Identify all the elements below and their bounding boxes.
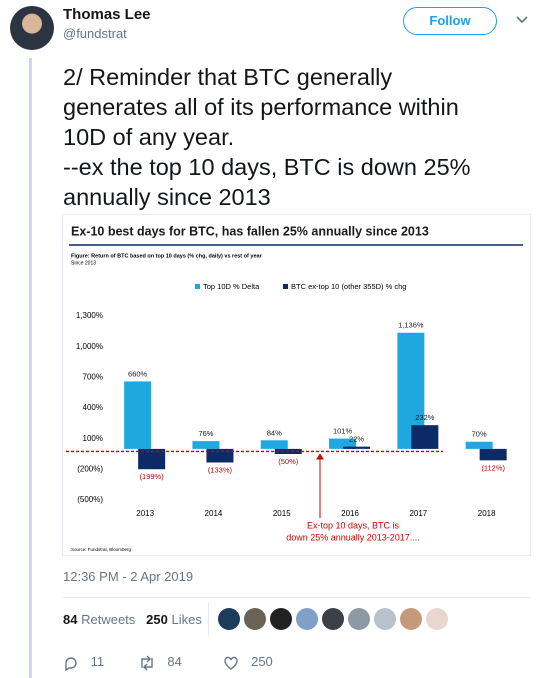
bar: [260, 440, 288, 449]
like-action-count[interactable]: 250: [251, 654, 273, 669]
engagement: 84 Retweets 250 Likes: [63, 612, 202, 627]
liker-avatar[interactable]: [322, 608, 344, 630]
bar: [329, 438, 357, 449]
retweet-icon[interactable]: [138, 655, 156, 671]
liker-avatar[interactable]: [348, 608, 370, 630]
chart-title: Ex-10 best days for BTC, has fallen 25% …: [71, 224, 429, 238]
x-tick-label: 2015: [273, 509, 291, 518]
bar: [479, 448, 507, 461]
retweet-count[interactable]: 84: [63, 612, 78, 627]
divider: [208, 602, 209, 636]
actions: 11 84 250: [63, 654, 273, 671]
thread-line: [29, 58, 32, 678]
chart-note: Since 2013: [71, 260, 96, 266]
liker-avatars: [218, 608, 448, 630]
x-tick-label: 2016: [341, 509, 359, 518]
legend-label: BTC ex-top 10 (other 355D) % chg: [291, 282, 406, 291]
bar: [138, 448, 166, 470]
value-label: (50%): [278, 457, 299, 466]
divider: [63, 597, 530, 598]
chart-source: Source: Fundstrat, Bloomberg: [71, 547, 132, 552]
liker-avatar[interactable]: [374, 608, 396, 630]
liker-avatar[interactable]: [400, 608, 422, 630]
value-label: (133%): [208, 465, 233, 474]
value-label: 84%: [267, 428, 282, 437]
bar: [124, 381, 152, 449]
y-tick-label: 1,300%: [76, 311, 103, 320]
x-tick-label: 2018: [478, 509, 496, 518]
like-icon[interactable]: [223, 655, 239, 671]
bar: [192, 441, 220, 449]
annotation: Ex-top 10 days, BTC is: [307, 520, 400, 530]
bar: [206, 448, 234, 463]
x-tick-label: 2013: [136, 509, 154, 518]
tweet-text: 2/ Reminder that BTC generally generates …: [63, 62, 471, 212]
value-label: 660%: [128, 369, 148, 378]
like-label[interactable]: Likes: [171, 612, 202, 627]
y-tick-label: 400%: [83, 403, 103, 412]
timestamp[interactable]: 12:36 PM - 2 Apr 2019: [63, 569, 194, 584]
annotation: down 25% annually 2013-2017....: [286, 532, 420, 542]
value-label: 70%: [472, 430, 487, 439]
x-tick-label: 2014: [205, 509, 223, 518]
liker-avatar[interactable]: [218, 608, 240, 630]
like-count[interactable]: 250: [146, 612, 168, 627]
value-label: 101%: [333, 427, 353, 436]
reply-count[interactable]: 11: [90, 654, 105, 669]
y-tick-label: 1,000%: [76, 342, 103, 351]
liker-avatar[interactable]: [426, 608, 448, 630]
bar: [465, 441, 493, 449]
value-label: 76%: [198, 429, 213, 438]
legend-label: Top 10D % Delta: [203, 282, 260, 291]
annotation-arrowhead: [316, 453, 324, 460]
value-label: 232%: [415, 413, 435, 422]
y-tick-label: 100%: [83, 434, 103, 443]
y-tick-label: (200%): [77, 464, 103, 473]
retweet-action-count[interactable]: 84: [167, 654, 182, 669]
y-tick-label: 700%: [83, 372, 103, 381]
tweet-line: 2/ Reminder that BTC generally: [63, 64, 393, 90]
liker-avatar[interactable]: [244, 608, 266, 630]
retweet-label[interactable]: Retweets: [81, 612, 136, 627]
tweet-line: 10D of any year.: [63, 124, 235, 150]
tweet-line: --ex the top 10 days, BTC is down 25%: [63, 154, 471, 180]
author-name[interactable]: Thomas Lee: [63, 6, 151, 23]
reply-icon[interactable]: [63, 655, 79, 671]
liker-avatar[interactable]: [296, 608, 318, 630]
bar: [343, 446, 371, 449]
tweet-line: annually since 2013: [63, 184, 271, 210]
more-menu[interactable]: [515, 15, 529, 25]
value-label: 1,136%: [398, 321, 424, 330]
chart: Ex-10 best days for BTC, has fallen 25% …: [66, 224, 523, 552]
bar: [411, 425, 439, 449]
tweet-line: generates all of its performance within: [63, 94, 459, 120]
avatar[interactable]: [10, 6, 54, 50]
y-tick-label: (500%): [77, 495, 103, 504]
author-handle[interactable]: @fundstrat: [63, 26, 127, 41]
legend-swatch: [195, 284, 200, 289]
value-label: (199%): [140, 472, 165, 481]
chart-subtitle: Figure: Return of BTC based on top 10 da…: [71, 253, 263, 259]
liker-avatar[interactable]: [270, 608, 292, 630]
legend-swatch: [283, 284, 288, 289]
x-tick-label: 2017: [409, 509, 427, 518]
follow-button[interactable]: Follow: [403, 7, 497, 35]
value-label: (112%): [481, 463, 505, 472]
value-label: 22%: [349, 435, 364, 444]
